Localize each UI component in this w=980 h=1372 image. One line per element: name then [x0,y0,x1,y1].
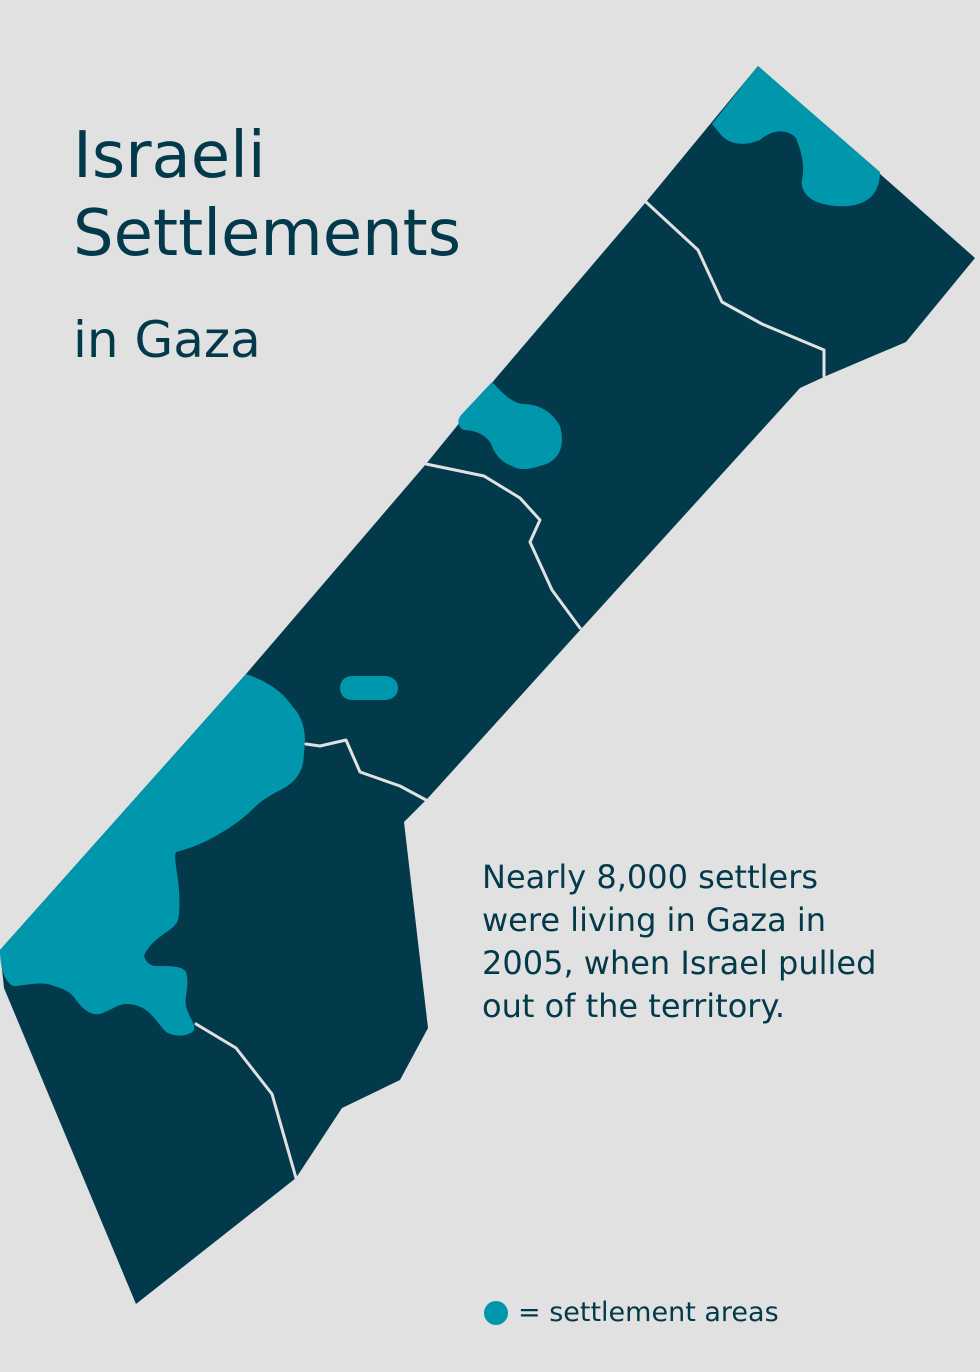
boundary-deir-al-balah-khan-yunis [304,738,428,802]
settlement-area-middle [458,382,562,469]
title-line-1: Israeli [73,119,266,193]
gaza-territory-shape [0,66,975,1304]
legend-label: = settlement areas [518,1297,779,1328]
boundary-north-gaza-city [644,200,826,378]
settlement-area-central-small [340,676,398,700]
map-legend: = settlement areas [484,1296,779,1330]
settlers-fact-text: Nearly 8,000 settlers were living in Gaz… [482,858,877,1025]
boundary-khan-yunis-rafah [194,1022,298,1180]
subtitle: in Gaza [73,311,261,369]
title-line-2: Settlements [73,197,462,271]
settlement-swatch-icon [484,1301,508,1325]
settlement-area-north [712,66,880,207]
settlement-area-south-gush-katif [0,674,305,1036]
governorate-boundaries [194,200,826,1180]
boundary-gaza-city-deir-al-balah [424,462,582,630]
